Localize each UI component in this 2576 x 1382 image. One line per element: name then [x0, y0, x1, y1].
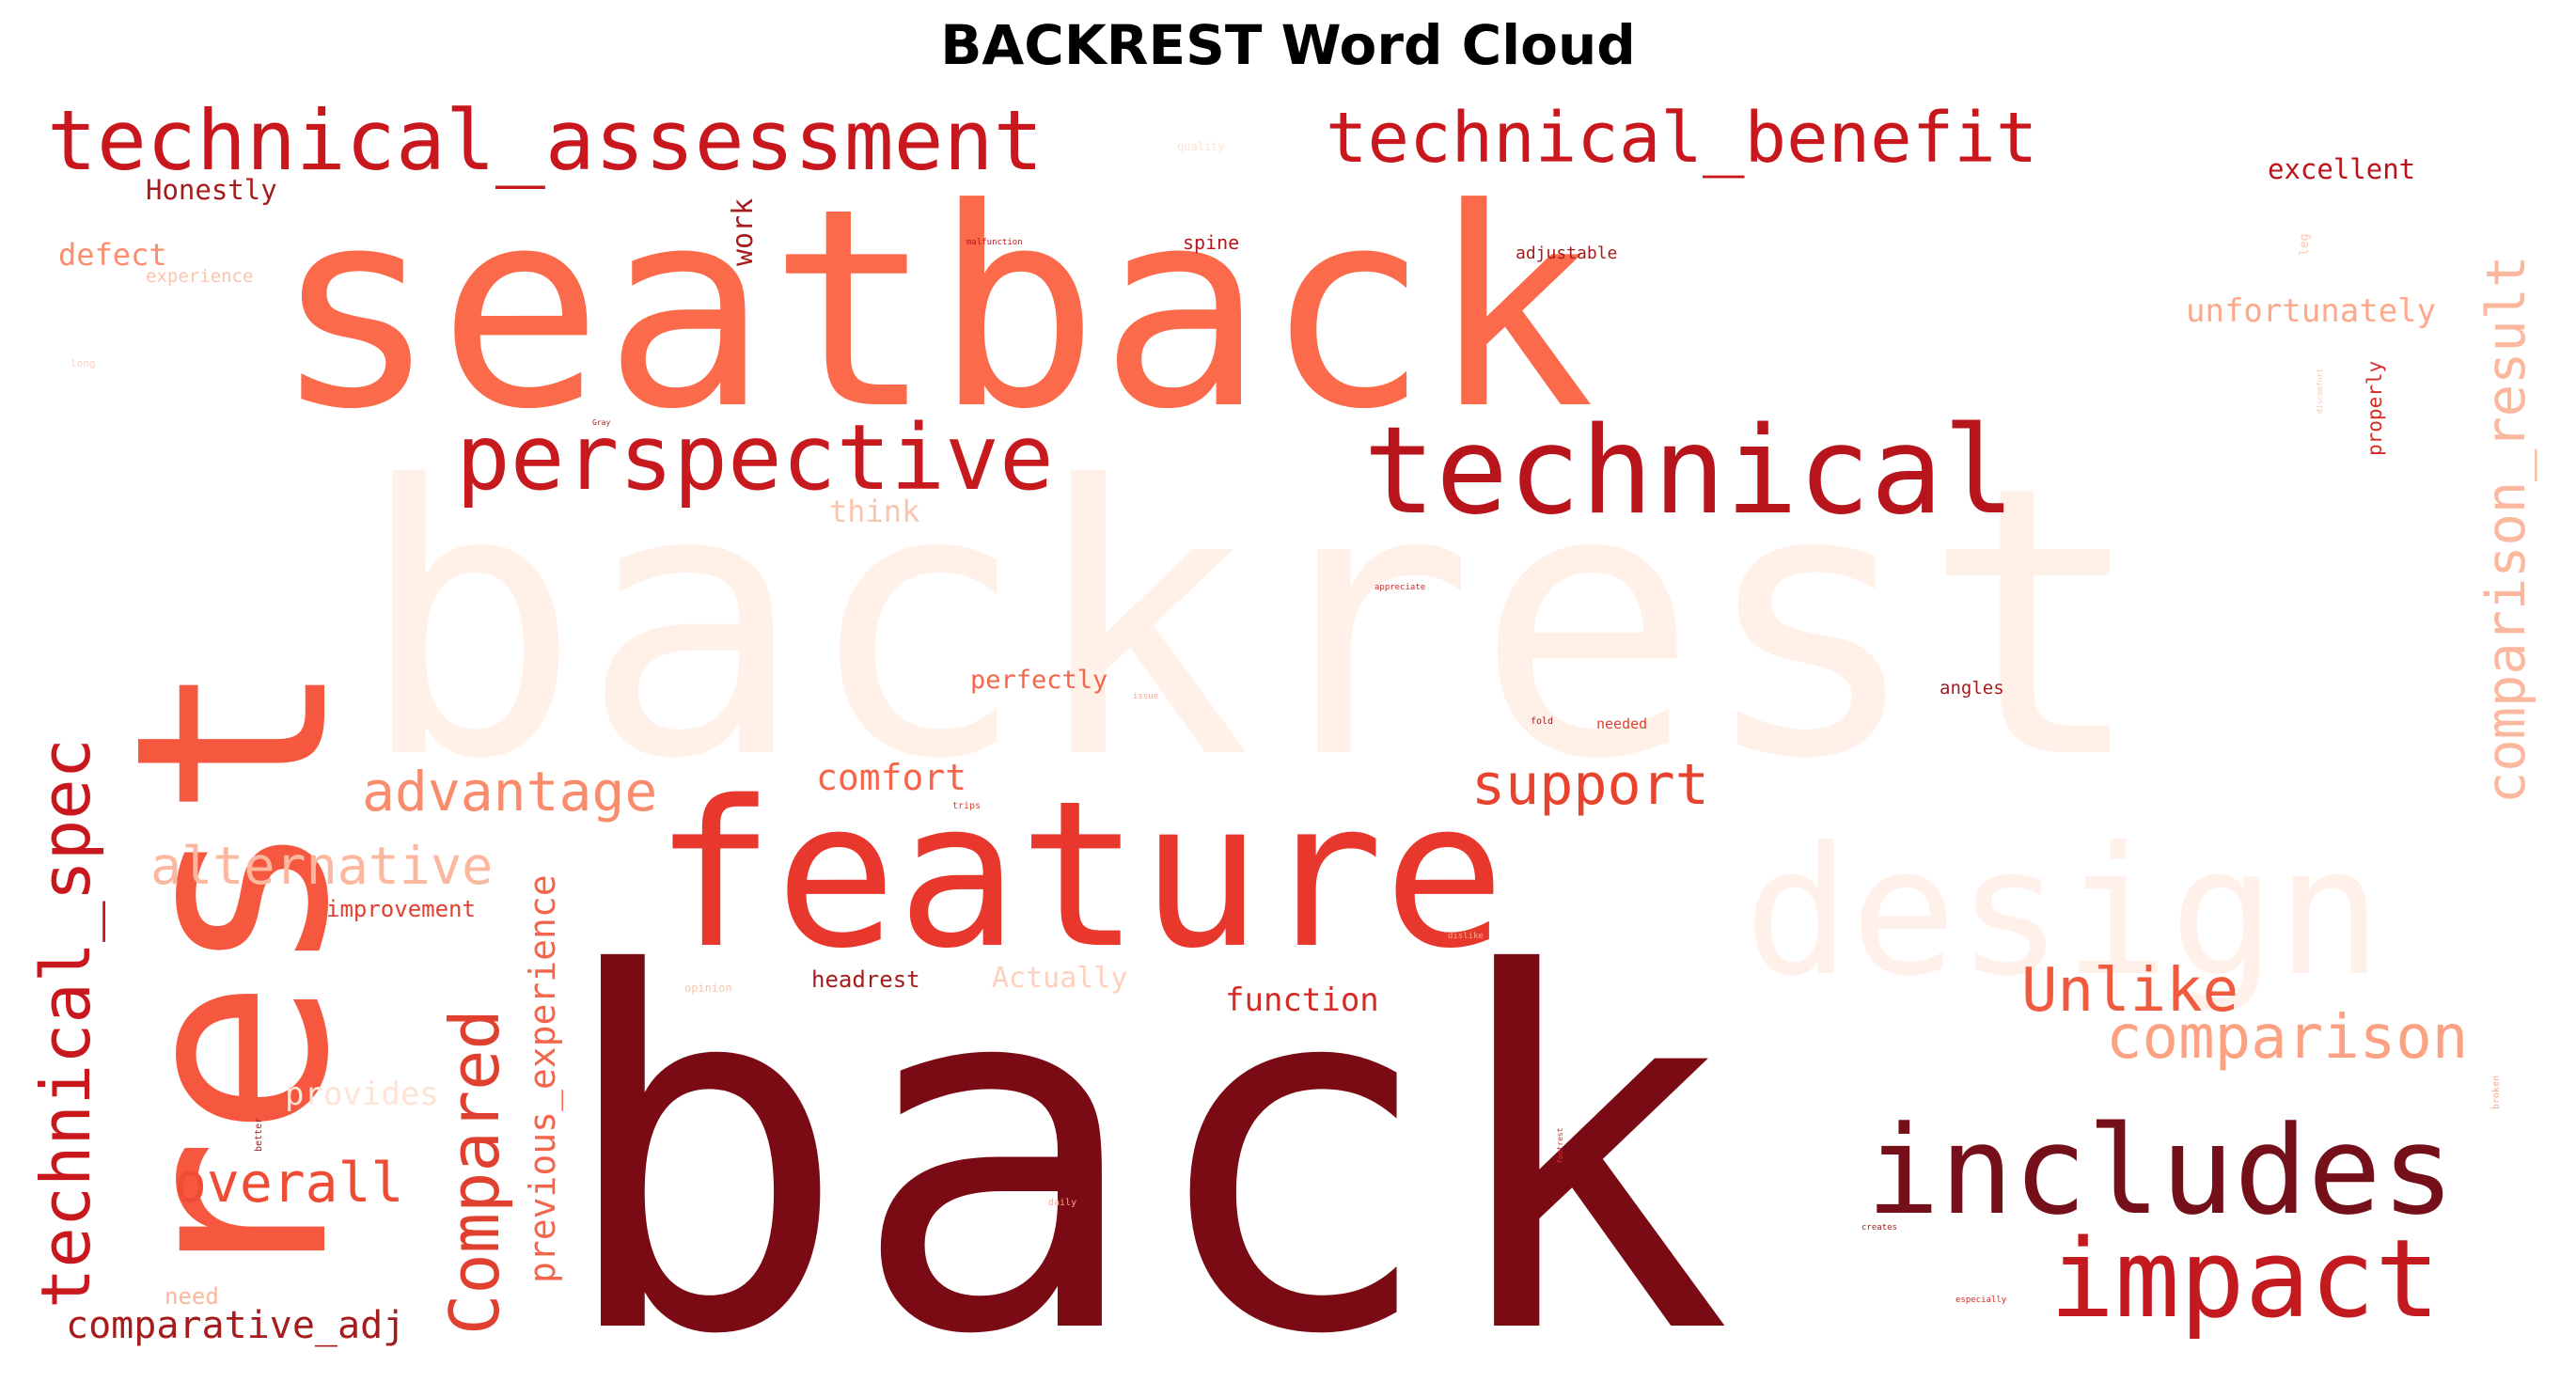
word-technical: technical — [1363, 401, 2016, 542]
word-appreciate: appreciate — [1374, 583, 1425, 592]
word-impact: impact — [2050, 1217, 2440, 1343]
word-trips: trips — [952, 801, 981, 811]
word-creates: creates — [1861, 1223, 1897, 1233]
word-previous-experience: previous_experience — [522, 874, 564, 1283]
word-footrest: footrest — [1556, 1127, 1564, 1164]
word-provides: provides — [285, 1076, 439, 1113]
word-especially: especially — [1956, 1296, 2007, 1305]
word-comparison-result: comparison_result — [2475, 256, 2537, 804]
word-unlike: Unlike — [2021, 956, 2238, 1026]
word-properly: properly — [2364, 361, 2386, 456]
word-backrest: backrest — [357, 408, 2145, 840]
word-daily: daily — [1048, 1198, 1076, 1208]
word-malfunction: malfunction — [966, 238, 1023, 247]
word-opinion: opinion — [684, 982, 732, 995]
word-perfectly: perfectly — [970, 666, 1107, 695]
word-unfortunately: unfortunately — [2186, 292, 2436, 330]
word-gray: Gray — [592, 418, 610, 427]
word-perspective: perspective — [456, 405, 1054, 510]
word-experience: experience — [146, 266, 253, 287]
word-function: function — [1225, 982, 1379, 1019]
word-need: need — [165, 1283, 219, 1310]
word-work: work — [727, 198, 760, 266]
word-alternative: alternative — [150, 836, 493, 896]
word-seatback: seatback — [273, 149, 1594, 469]
word-discomfort: discomfort — [2316, 369, 2324, 414]
chart-title: BACKREST Word Cloud — [940, 13, 1636, 77]
word-broken: broken — [2491, 1076, 2502, 1109]
word-rest: rest — [78, 659, 387, 1297]
word-honestly: Honestly — [146, 174, 277, 206]
word-support: support — [1471, 752, 1709, 818]
word-adjustable: adjustable — [1516, 243, 1617, 263]
word-fold: fold — [1531, 716, 1553, 727]
word-leg: leg — [2298, 234, 2312, 256]
word-overall: overall — [174, 1151, 403, 1215]
word-needed: needed — [1596, 715, 1647, 732]
word-includes: includes — [1866, 1099, 2455, 1242]
word-defect: defect — [58, 237, 167, 273]
word-technical-benefit: technical_benefit — [1326, 98, 2037, 179]
word-comparative-adj: comparative_adj — [66, 1304, 405, 1347]
word-dislike: dislike — [1448, 932, 1484, 941]
word-headrest: headrest — [811, 966, 920, 993]
word-excellent: excellent — [2268, 153, 2415, 185]
word-comparison: comparison — [2106, 1003, 2468, 1073]
word-improvement: improvement — [326, 896, 476, 922]
word-comfort: comfort — [816, 757, 966, 798]
word-compared: Compared — [435, 1009, 514, 1335]
word-back: back — [555, 872, 1732, 1382]
word-better: better — [254, 1118, 264, 1152]
word-actually: Actually — [992, 962, 1128, 995]
word-angles: angles — [1940, 678, 2004, 699]
word-technical-assessment: technical_assessment — [47, 92, 1044, 189]
word-long: long — [71, 357, 96, 369]
word-design: design — [1744, 809, 2382, 1015]
word-think: think — [829, 494, 919, 529]
word-technical-spec: technical_spec — [26, 738, 105, 1309]
word-spine: spine — [1183, 231, 1239, 254]
word-feature: feature — [653, 757, 1505, 993]
word-issue: issue — [1133, 692, 1158, 701]
word-quality: quality — [1177, 140, 1225, 153]
word-advantage: advantage — [362, 760, 657, 824]
